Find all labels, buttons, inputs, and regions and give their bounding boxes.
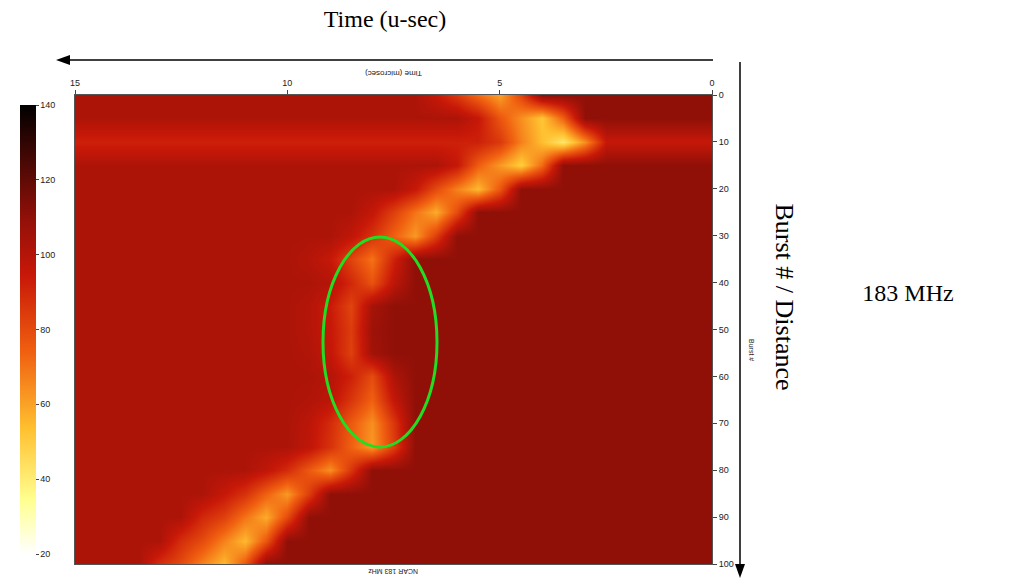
- svg-text:70: 70: [719, 418, 729, 428]
- svg-text:NCAR 183 MHz: NCAR 183 MHz: [368, 568, 418, 575]
- svg-text:100: 100: [40, 250, 55, 260]
- svg-text:140: 140: [40, 100, 55, 110]
- svg-text:40: 40: [40, 474, 50, 484]
- svg-text:60: 60: [40, 399, 50, 409]
- svg-text:50: 50: [719, 325, 729, 335]
- svg-text:90: 90: [719, 512, 729, 522]
- svg-text:80: 80: [719, 465, 729, 475]
- svg-text:Burst #: Burst #: [748, 339, 755, 361]
- svg-text:15: 15: [70, 78, 80, 88]
- svg-text:Time (microsec): Time (microsec): [365, 69, 422, 78]
- svg-text:0: 0: [709, 78, 714, 88]
- html-text:Time (u-sec): Time (u-sec): [323, 6, 447, 32]
- html-text:183 MHz: 183 MHz: [862, 279, 954, 306]
- svg-text:20: 20: [40, 549, 50, 559]
- svg-text:10: 10: [719, 137, 729, 147]
- svg-text:80: 80: [40, 325, 50, 335]
- svg-text:10: 10: [282, 78, 292, 88]
- svg-text:100: 100: [719, 559, 734, 569]
- svg-text:60: 60: [719, 372, 729, 382]
- html-text:Burst # / Distance: Burst # / Distance: [770, 203, 799, 391]
- svg-text:20: 20: [719, 184, 729, 194]
- svg-text:5: 5: [497, 78, 502, 88]
- svg-text:120: 120: [40, 175, 55, 185]
- svg-text:30: 30: [719, 231, 729, 241]
- svg-text:0: 0: [719, 90, 724, 100]
- svg-text:40: 40: [719, 278, 729, 288]
